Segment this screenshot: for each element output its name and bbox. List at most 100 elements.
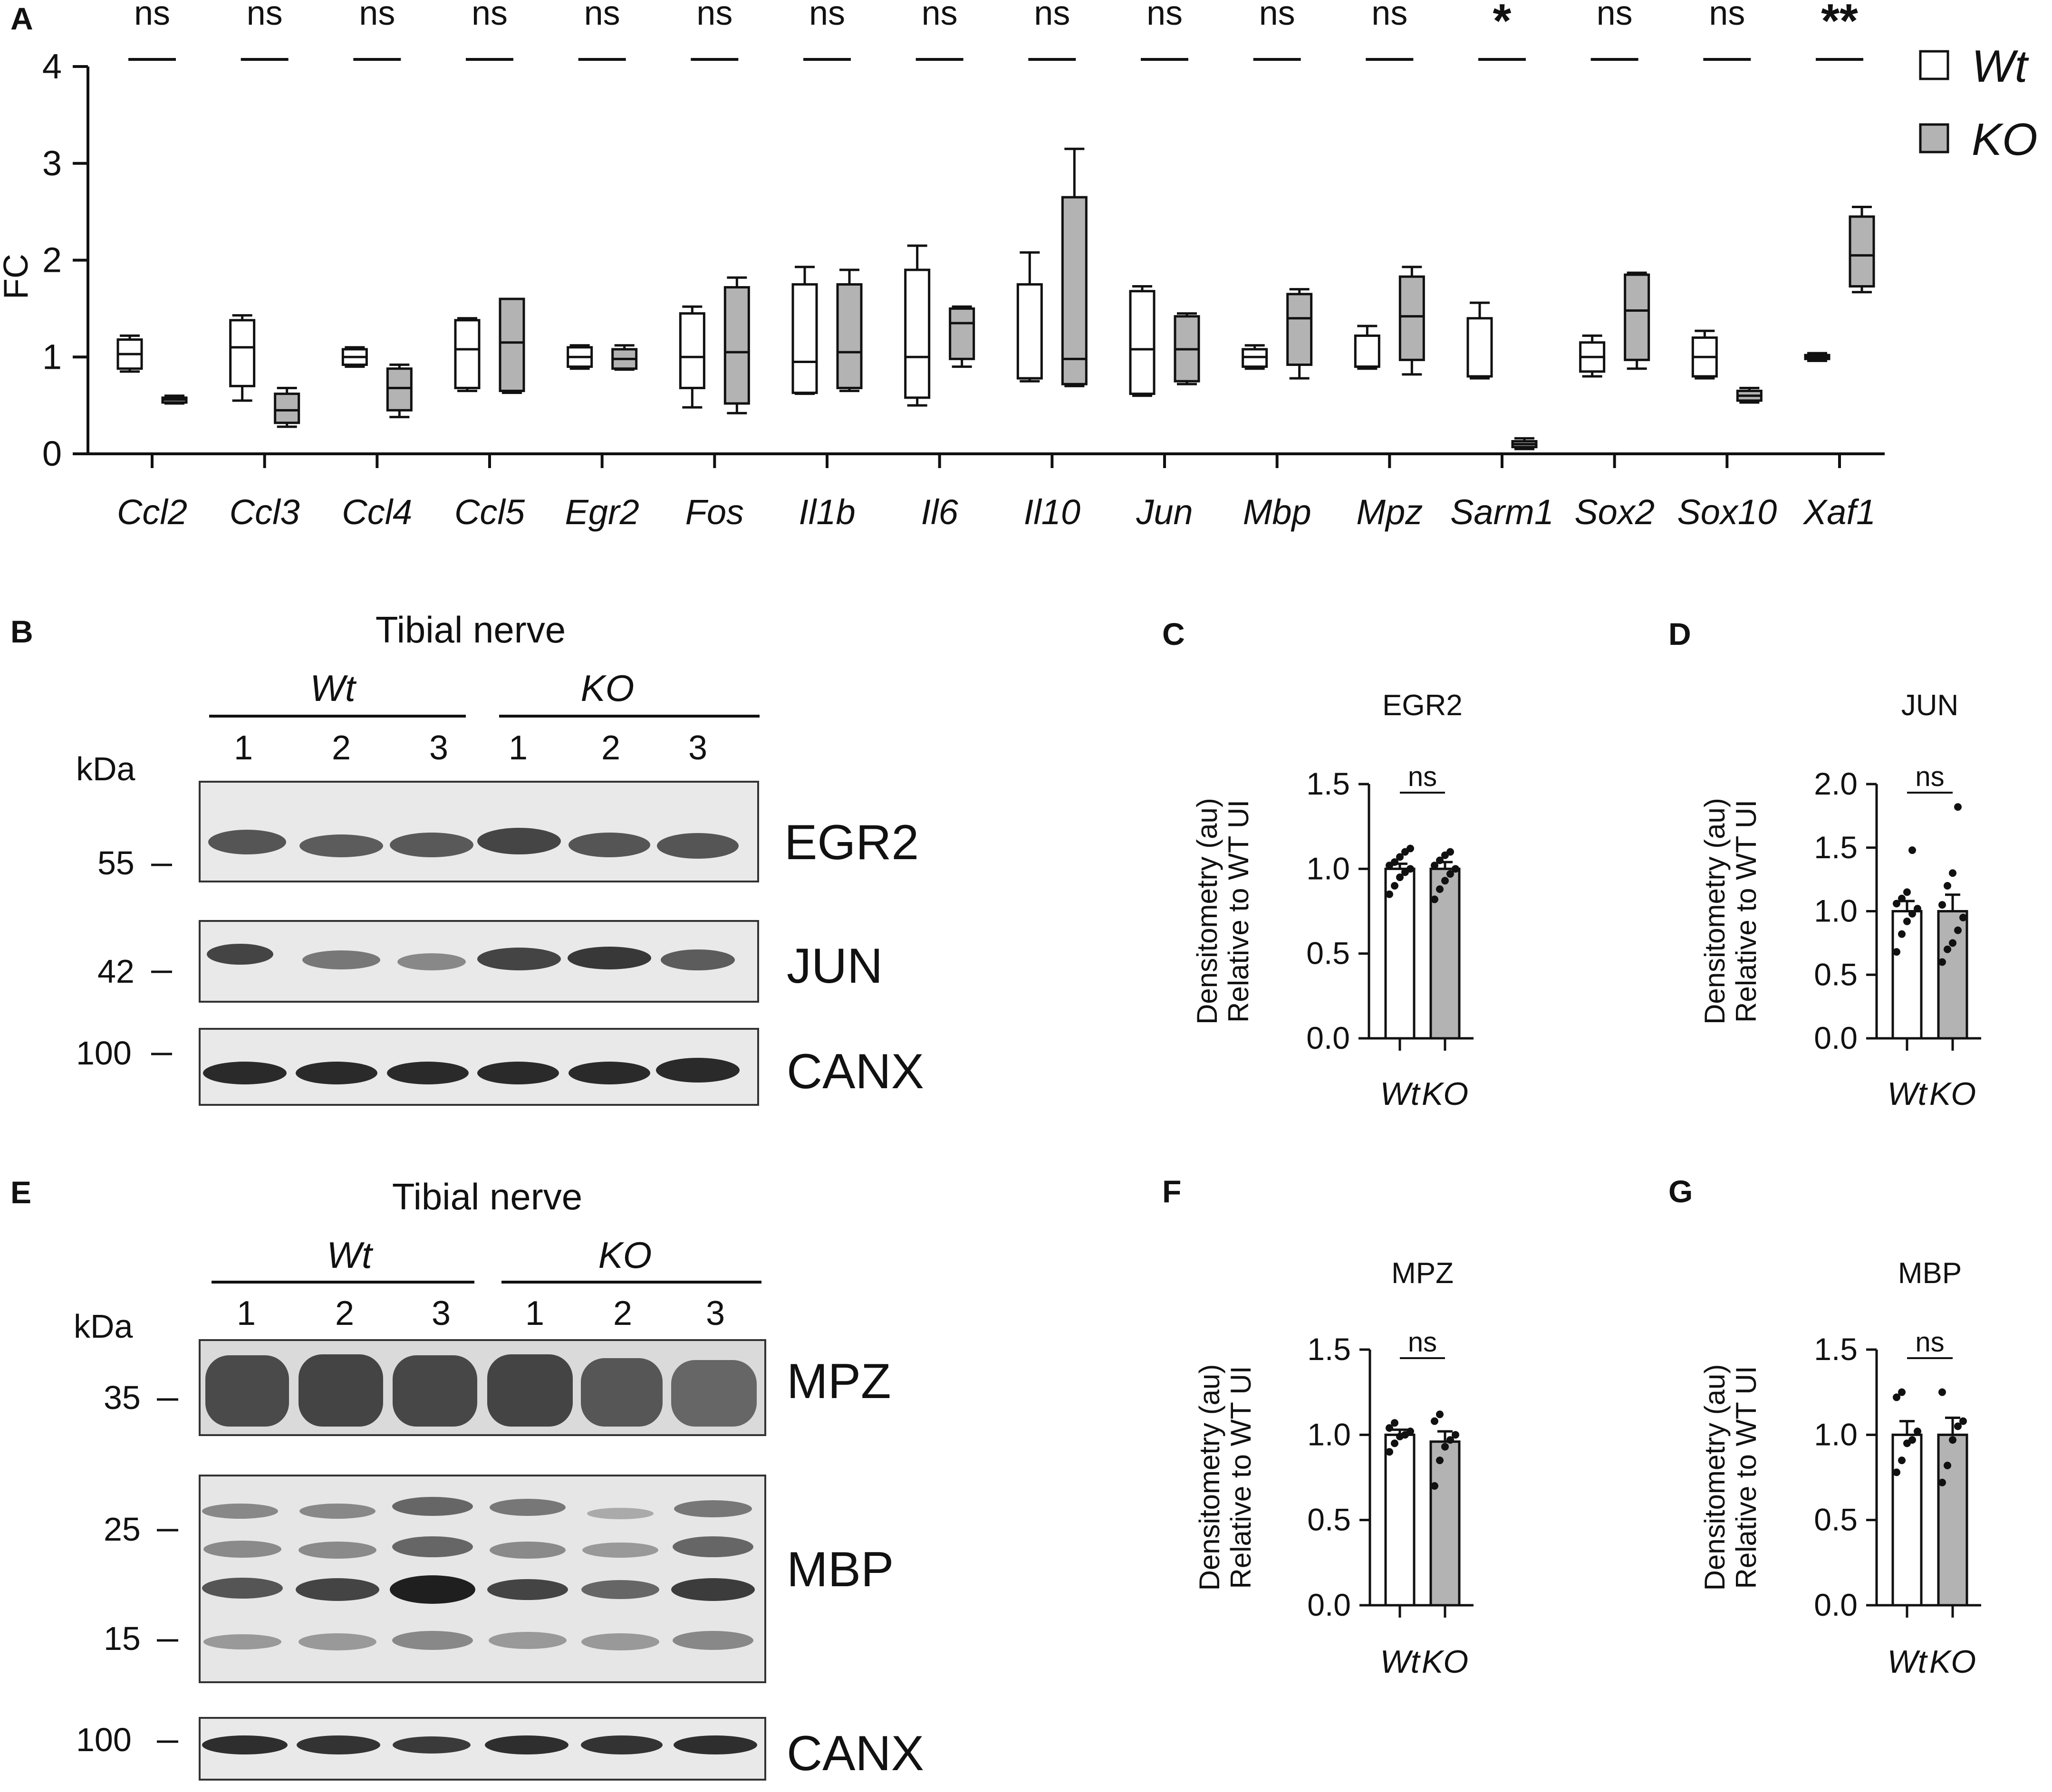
blot-strip-mpz	[199, 1339, 766, 1436]
blot-header: Tibial nerve	[376, 609, 566, 651]
chart-title: MBP	[1898, 1257, 1962, 1290]
box-ko	[836, 268, 863, 393]
box-wt	[1466, 301, 1493, 380]
lane-label: 1	[525, 1294, 544, 1332]
panel-letter-e: E	[10, 1175, 31, 1210]
data-point	[1898, 1457, 1906, 1465]
kda-title: kDa	[74, 1308, 133, 1345]
y-tick-label: 0.5	[1306, 936, 1350, 971]
box-iqr	[723, 286, 750, 405]
data-point	[1436, 856, 1444, 864]
data-point	[1386, 1448, 1393, 1456]
significance-label: ns	[1915, 1327, 1944, 1358]
box-ko	[1849, 205, 1875, 294]
data-point	[1407, 1428, 1414, 1436]
box-wt	[1242, 344, 1268, 370]
kda-marker: 100	[76, 1721, 132, 1758]
y-tick-label: 0.0	[1307, 1587, 1351, 1622]
lane-label: 2	[335, 1294, 354, 1332]
kda-marker: 55	[97, 844, 135, 882]
lane-label: 3	[429, 729, 448, 767]
box-iqr	[1624, 273, 1650, 361]
box-iqr	[1129, 290, 1156, 395]
box-iqr	[274, 393, 300, 424]
data-point	[1446, 1436, 1454, 1444]
y-tick-label: 1.0	[1306, 851, 1350, 886]
lane-label: 3	[688, 729, 707, 767]
x-tick-label: Il1b	[799, 492, 855, 532]
y-axis-title: Relative to WT UI	[1730, 1366, 1762, 1589]
box-iqr	[1061, 196, 1088, 385]
bar-wt	[1891, 910, 1923, 1040]
blot-group-wt: Wt	[327, 1234, 374, 1276]
x-tick-label: Mpz	[1356, 492, 1423, 532]
box-iqr	[679, 312, 705, 389]
blot-strip-egr2	[199, 781, 759, 882]
bar-ko	[1429, 867, 1461, 1040]
panel-d-bar-chart: D JUN Densitometry (au) Relative to WT UI 0…	[1668, 616, 1981, 1112]
data-point	[1954, 1422, 1962, 1430]
panel-c-bar-chart: C EGR2 Densitometry (au) Relative to WT UI…	[1162, 616, 1474, 1112]
blot-group-ko: KO	[581, 667, 635, 709]
x-tick-label: Egr2	[565, 492, 639, 532]
box-ko	[1286, 288, 1313, 380]
data-point	[1898, 930, 1906, 938]
lane-label: 3	[706, 1294, 725, 1332]
x-tick-label: KO	[1422, 1076, 1468, 1112]
blot-bands-canx	[202, 1735, 757, 1754]
y-axis-title: FC	[0, 254, 35, 299]
box-ko	[1398, 266, 1425, 376]
box-iqr	[499, 297, 525, 393]
panel-letter-g: G	[1668, 1174, 1693, 1209]
significance-label: ns	[1408, 1327, 1437, 1358]
x-tick-label: Wt	[1380, 1076, 1421, 1112]
protein-label-canx: CANX	[787, 1726, 924, 1781]
lane-label: 1	[509, 729, 528, 767]
data-point	[1452, 865, 1459, 873]
y-tick-label: 1.5	[1814, 830, 1858, 865]
data-point	[1441, 1443, 1449, 1451]
data-point	[1908, 846, 1916, 854]
bar-ko	[1937, 910, 1968, 1040]
kda-marker: 42	[97, 953, 135, 990]
data-point	[1407, 844, 1414, 853]
lane-label: 2	[613, 1294, 632, 1332]
panel-letter-b: B	[10, 614, 33, 649]
x-tick-label: Jun	[1136, 492, 1193, 532]
x-tick-label: Ccl2	[117, 492, 187, 532]
lane-label: 2	[332, 729, 351, 767]
x-tick-label: KO	[1929, 1644, 1976, 1680]
box-wt	[791, 266, 818, 395]
data-point	[1908, 1436, 1916, 1444]
box-iqr	[1398, 275, 1425, 361]
legend: Wt KO	[1919, 41, 2038, 165]
legend-swatch-ko	[1919, 123, 1949, 153]
data-point	[1452, 1431, 1459, 1439]
significance-label: ns	[1146, 0, 1183, 32]
panel-b-western-blot: B Tibial nerve Wt KO 1 2 3 1 2 3 kDa EGR…	[10, 609, 924, 1106]
box-iqr	[1466, 317, 1493, 378]
box-ko	[1174, 312, 1200, 385]
box-ko	[386, 364, 413, 419]
data-point	[1391, 882, 1398, 890]
lane-label: 1	[234, 729, 253, 767]
bar-wt	[1384, 1433, 1416, 1607]
x-tick-label: Wt	[1887, 1076, 1928, 1112]
data-point	[1391, 858, 1398, 866]
data-point	[1893, 948, 1900, 956]
y-tick-label: 1.0	[1814, 893, 1858, 929]
panel-letter-d: D	[1668, 616, 1691, 652]
lane-label: 2	[601, 729, 620, 767]
data-point	[1959, 913, 1967, 921]
significance-label: ns	[1915, 761, 1944, 792]
data-point	[1938, 1478, 1946, 1486]
box-wt	[1129, 285, 1156, 397]
data-point	[1949, 939, 1956, 947]
chart-title: JUN	[1901, 689, 1959, 722]
bar-ko	[1937, 1433, 1968, 1607]
data-point	[1407, 865, 1414, 873]
blot-bands-canx	[203, 1058, 740, 1084]
y-tick-label: 0.5	[1307, 1502, 1351, 1537]
data-point	[1441, 877, 1449, 885]
